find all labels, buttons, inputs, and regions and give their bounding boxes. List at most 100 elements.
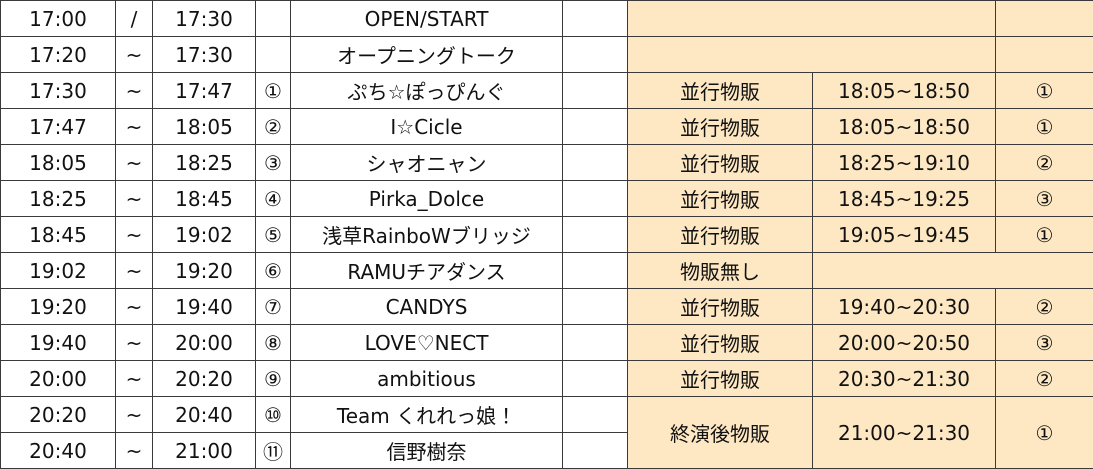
merch-time: 20:30~21:30 bbox=[813, 361, 996, 397]
order-number: ④ bbox=[256, 181, 291, 217]
merch-type: 物販無し bbox=[628, 253, 813, 289]
merch-time: 18:05~18:50 bbox=[813, 109, 996, 145]
separator: / bbox=[116, 1, 153, 37]
merch-type: 並行物販 bbox=[628, 145, 813, 181]
order-number: ② bbox=[256, 109, 291, 145]
start-time: 17:47 bbox=[1, 109, 116, 145]
end-time: 19:20 bbox=[153, 253, 256, 289]
merch-booth: ② bbox=[996, 361, 1093, 397]
merch-time: 19:40~20:30 bbox=[813, 289, 996, 325]
merch-type: 並行物販 bbox=[628, 217, 813, 253]
performer: I☆Cicle bbox=[291, 109, 563, 145]
end-time: 17:47 bbox=[153, 73, 256, 109]
end-time: 18:05 bbox=[153, 109, 256, 145]
start-time: 17:20 bbox=[1, 37, 116, 73]
merch-booth: ① bbox=[996, 217, 1093, 253]
merch-booth: ③ bbox=[996, 181, 1093, 217]
merch-empty bbox=[628, 37, 996, 73]
order-number: ⑤ bbox=[256, 217, 291, 253]
separator: ~ bbox=[116, 253, 153, 289]
separator: ~ bbox=[116, 361, 153, 397]
spacer bbox=[563, 289, 628, 325]
separator: ~ bbox=[116, 145, 153, 181]
spacer bbox=[563, 397, 628, 433]
end-time: 17:30 bbox=[153, 37, 256, 73]
end-time: 18:45 bbox=[153, 181, 256, 217]
start-time: 18:25 bbox=[1, 181, 116, 217]
end-time: 20:00 bbox=[153, 325, 256, 361]
performer: CANDYS bbox=[291, 289, 563, 325]
merch-booth: ① bbox=[996, 73, 1093, 109]
spacer bbox=[563, 37, 628, 73]
merch-type: 終演後物販 bbox=[628, 397, 813, 469]
order-number bbox=[256, 1, 291, 37]
end-time: 19:40 bbox=[153, 289, 256, 325]
end-time: 21:00 bbox=[153, 433, 256, 469]
merch-empty bbox=[628, 1, 996, 37]
start-time: 19:20 bbox=[1, 289, 116, 325]
spacer bbox=[563, 1, 628, 37]
separator: ~ bbox=[116, 325, 153, 361]
order-number: ⑦ bbox=[256, 289, 291, 325]
merch-type: 並行物販 bbox=[628, 325, 813, 361]
spacer bbox=[563, 109, 628, 145]
merch-time: 20:00~20:50 bbox=[813, 325, 996, 361]
order-number: ⑨ bbox=[256, 361, 291, 397]
start-time: 19:02 bbox=[1, 253, 116, 289]
merch-booth: ② bbox=[996, 145, 1093, 181]
merch-time: 18:05~18:50 bbox=[813, 73, 996, 109]
start-time: 17:00 bbox=[1, 1, 116, 37]
merch-time: 21:00~21:30 bbox=[813, 397, 996, 469]
performer: シャオニャン bbox=[291, 145, 563, 181]
performer: 浅草RainboWブリッジ bbox=[291, 217, 563, 253]
merch-type: 並行物販 bbox=[628, 289, 813, 325]
merch-empty bbox=[996, 1, 1093, 37]
spacer bbox=[563, 73, 628, 109]
spacer bbox=[563, 325, 628, 361]
order-number bbox=[256, 37, 291, 73]
separator: ~ bbox=[116, 217, 153, 253]
start-time: 20:40 bbox=[1, 433, 116, 469]
spacer bbox=[563, 145, 628, 181]
order-number: ③ bbox=[256, 145, 291, 181]
merch-type: 並行物販 bbox=[628, 181, 813, 217]
separator: ~ bbox=[116, 433, 153, 469]
merch-type: 並行物販 bbox=[628, 73, 813, 109]
performer: RAMUチアダンス bbox=[291, 253, 563, 289]
merch-time: 18:45~19:25 bbox=[813, 181, 996, 217]
start-time: 18:05 bbox=[1, 145, 116, 181]
merch-booth: ① bbox=[996, 397, 1093, 469]
merch-time: 18:25~19:10 bbox=[813, 145, 996, 181]
order-number: ⑧ bbox=[256, 325, 291, 361]
merch-type: 並行物販 bbox=[628, 109, 813, 145]
separator: ~ bbox=[116, 109, 153, 145]
merch-booth: ② bbox=[996, 289, 1093, 325]
spacer bbox=[563, 253, 628, 289]
end-time: 20:20 bbox=[153, 361, 256, 397]
start-time: 19:40 bbox=[1, 325, 116, 361]
performer: LOVE♡NECT bbox=[291, 325, 563, 361]
start-time: 20:20 bbox=[1, 397, 116, 433]
spacer bbox=[563, 217, 628, 253]
separator: ~ bbox=[116, 181, 153, 217]
start-time: 17:30 bbox=[1, 73, 116, 109]
merch-empty bbox=[996, 37, 1093, 73]
order-number: ⑪ bbox=[256, 433, 291, 469]
order-number: ① bbox=[256, 73, 291, 109]
separator: ~ bbox=[116, 397, 153, 433]
spacer bbox=[563, 433, 628, 469]
start-time: 18:45 bbox=[1, 217, 116, 253]
performer: Team くれれっ娘！ bbox=[291, 397, 563, 433]
